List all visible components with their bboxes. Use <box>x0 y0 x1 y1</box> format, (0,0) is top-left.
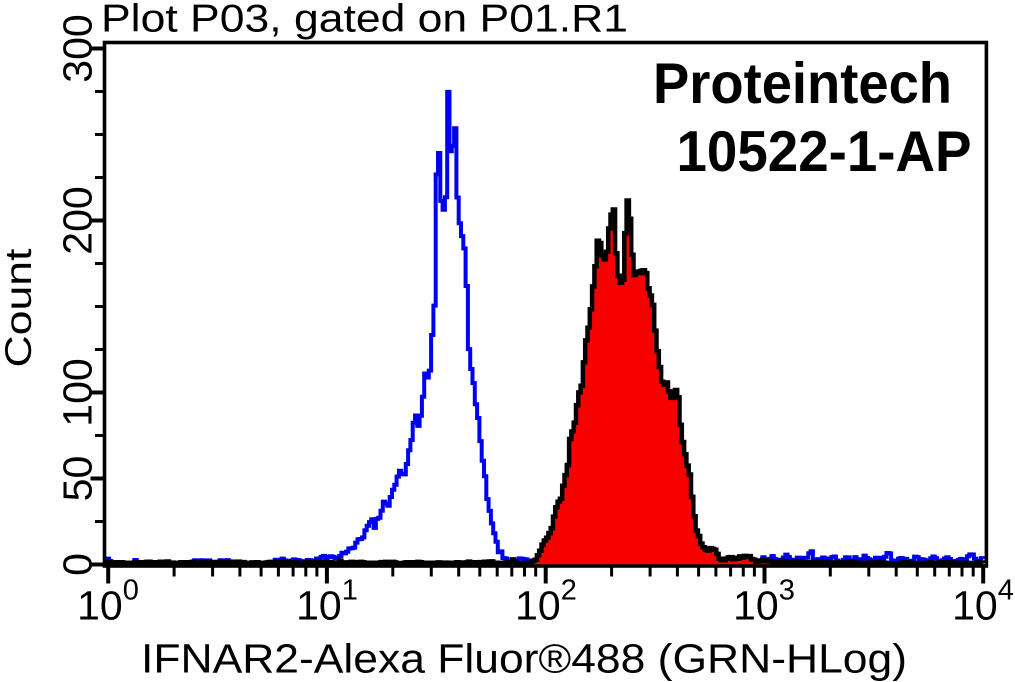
svg-text:IFNAR2-Alexa Fluor®488 (GRN-HL: IFNAR2-Alexa Fluor®488 (GRN-HLog) <box>141 636 907 682</box>
svg-text:0: 0 <box>55 553 101 576</box>
svg-text:Proteintech: Proteintech <box>653 52 952 116</box>
svg-text:50: 50 <box>55 456 101 502</box>
svg-text:10522-1-AP: 10522-1-AP <box>677 120 972 184</box>
svg-text:Plot P03, gated on P01.R1: Plot P03, gated on P01.R1 <box>101 0 628 41</box>
svg-text:200: 200 <box>55 186 101 254</box>
svg-text:104: 104 <box>952 574 1014 628</box>
svg-text:300: 300 <box>55 14 101 82</box>
svg-text:Count: Count <box>0 248 39 368</box>
svg-text:100: 100 <box>55 358 101 426</box>
